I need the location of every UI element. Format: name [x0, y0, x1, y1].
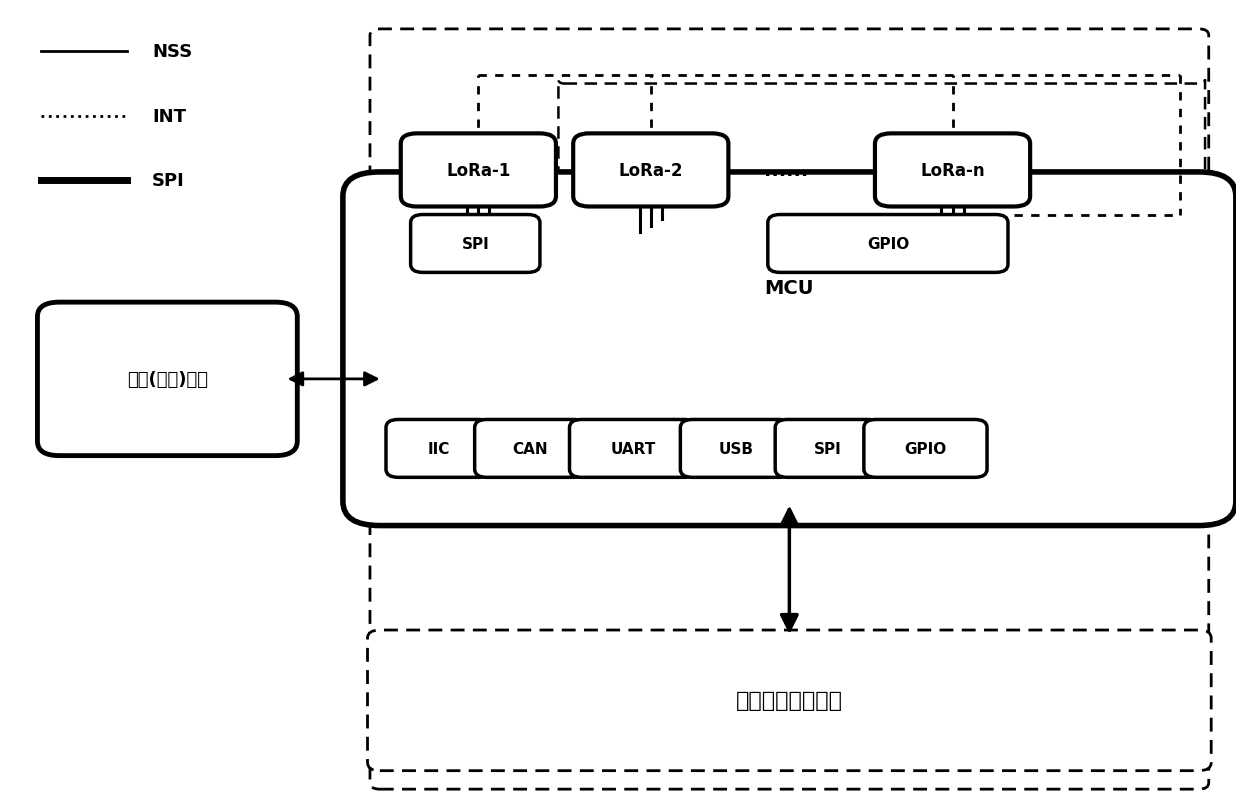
- FancyBboxPatch shape: [569, 420, 697, 478]
- Text: 传感器和通信模块: 传感器和通信模块: [735, 690, 843, 710]
- Text: SPI: SPI: [153, 172, 185, 190]
- Text: 电源(电池)模块: 电源(电池)模块: [126, 371, 208, 388]
- Text: LoRa-n: LoRa-n: [920, 161, 985, 180]
- Text: GPIO: GPIO: [904, 441, 946, 457]
- FancyBboxPatch shape: [401, 134, 556, 208]
- FancyBboxPatch shape: [864, 420, 987, 478]
- Text: LoRa-1: LoRa-1: [446, 161, 511, 180]
- FancyBboxPatch shape: [343, 173, 1236, 526]
- Text: SPI: SPI: [461, 237, 489, 251]
- FancyBboxPatch shape: [367, 630, 1211, 770]
- Text: USB: USB: [718, 441, 753, 457]
- Text: MCU: MCU: [765, 279, 815, 298]
- FancyBboxPatch shape: [573, 134, 728, 208]
- Text: INT: INT: [153, 108, 186, 126]
- FancyBboxPatch shape: [37, 303, 298, 456]
- FancyBboxPatch shape: [768, 215, 1008, 273]
- Text: SPI: SPI: [813, 441, 842, 457]
- FancyBboxPatch shape: [875, 134, 1030, 208]
- Text: ......: ......: [764, 161, 808, 180]
- FancyBboxPatch shape: [681, 420, 791, 478]
- Text: GPIO: GPIO: [867, 237, 909, 251]
- Text: CAN: CAN: [512, 441, 548, 457]
- Text: NSS: NSS: [153, 43, 192, 62]
- FancyBboxPatch shape: [475, 420, 585, 478]
- FancyBboxPatch shape: [386, 420, 491, 478]
- FancyBboxPatch shape: [410, 215, 539, 273]
- Text: LoRa-2: LoRa-2: [619, 161, 683, 180]
- Text: UART: UART: [610, 441, 656, 457]
- Text: IIC: IIC: [427, 441, 450, 457]
- FancyBboxPatch shape: [775, 420, 880, 478]
